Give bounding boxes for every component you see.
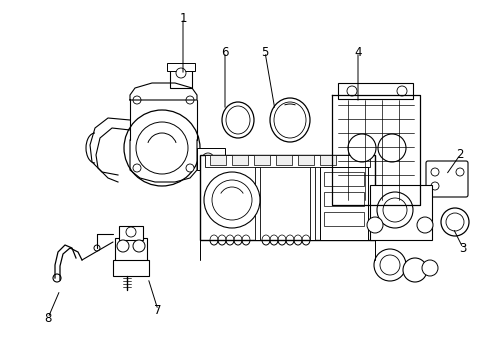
Bar [204,155,369,167]
Bar [200,155,374,240]
Bar [197,148,224,170]
Circle shape [376,192,412,228]
Circle shape [430,168,438,176]
Ellipse shape [269,98,309,142]
Bar [309,167,314,240]
Bar [324,172,363,186]
Bar [119,226,142,240]
Bar [253,155,269,165]
Bar [167,63,195,71]
Circle shape [416,217,432,233]
Bar [324,192,363,206]
Circle shape [373,249,405,281]
Circle shape [185,164,194,172]
Text: 6: 6 [221,45,228,58]
Circle shape [396,86,406,96]
Circle shape [133,164,141,172]
Ellipse shape [273,102,305,138]
Bar [319,167,367,240]
Bar [115,238,147,263]
Circle shape [421,260,437,276]
Bar [369,185,431,240]
Bar [319,155,335,165]
Circle shape [133,96,141,104]
Circle shape [366,217,382,233]
Circle shape [124,110,200,186]
Text: 2: 2 [455,148,463,162]
Text: 7: 7 [154,303,162,316]
Bar [337,83,412,99]
Text: 8: 8 [44,311,52,324]
Bar [209,155,225,165]
Text: 1: 1 [179,12,186,24]
Circle shape [346,86,356,96]
FancyBboxPatch shape [425,161,467,197]
Circle shape [126,227,136,237]
Circle shape [203,172,260,228]
Circle shape [402,258,426,282]
Ellipse shape [222,102,253,138]
Circle shape [136,122,187,174]
Circle shape [117,240,129,252]
Circle shape [133,240,145,252]
Circle shape [53,274,61,282]
Circle shape [377,134,405,162]
Text: 4: 4 [353,45,361,58]
Circle shape [379,255,399,275]
Text: 3: 3 [458,242,466,255]
Bar [113,260,149,276]
Text: 5: 5 [261,45,268,58]
Circle shape [176,68,185,78]
Bar [231,155,247,165]
Ellipse shape [225,106,249,134]
Bar [275,155,291,165]
Circle shape [347,134,375,162]
Circle shape [185,96,194,104]
Bar [170,68,192,88]
Bar [297,155,313,165]
Bar [254,167,260,240]
Circle shape [94,245,100,251]
Circle shape [440,208,468,236]
Circle shape [445,213,463,231]
Circle shape [455,168,463,176]
Circle shape [202,153,214,165]
Circle shape [430,182,438,190]
Circle shape [382,198,406,222]
Circle shape [212,180,251,220]
Bar [324,212,363,226]
